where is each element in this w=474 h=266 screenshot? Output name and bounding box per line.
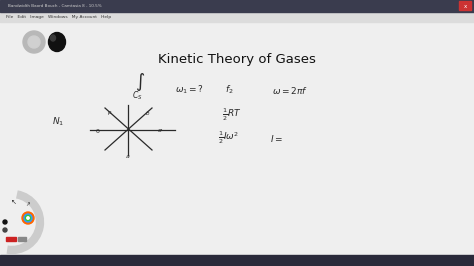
- Text: x: x: [464, 3, 466, 9]
- Bar: [459, 1, 471, 10]
- Circle shape: [26, 215, 30, 221]
- Circle shape: [24, 214, 32, 222]
- Text: $\int$: $\int$: [135, 71, 145, 93]
- Bar: [0, 255, 474, 266]
- Text: $f_2$: $f_2$: [225, 84, 234, 96]
- Bar: [6, 237, 16, 241]
- Text: $p$: $p$: [108, 109, 113, 117]
- Text: $N_1$: $N_1$: [52, 116, 64, 128]
- Text: $C_S$: $C_S$: [132, 90, 142, 102]
- Circle shape: [28, 36, 40, 48]
- Text: $\frac{1}{2}I\omega^2$: $\frac{1}{2}I\omega^2$: [218, 130, 239, 146]
- Text: Kinetic Theory of Gases: Kinetic Theory of Gases: [158, 53, 316, 66]
- Circle shape: [23, 31, 45, 53]
- Text: ↖: ↖: [11, 199, 17, 205]
- Circle shape: [3, 220, 7, 224]
- Text: $\omega = 2\pi f$: $\omega = 2\pi f$: [272, 85, 308, 95]
- Text: $0$: $0$: [95, 127, 101, 135]
- Bar: [0, 12, 474, 22]
- Text: $b$: $b$: [146, 109, 151, 117]
- Circle shape: [3, 228, 7, 232]
- Circle shape: [22, 212, 34, 224]
- Text: $\frac{1}{2}RT$: $\frac{1}{2}RT$: [222, 107, 241, 123]
- Text: $I =$: $I =$: [270, 132, 283, 143]
- Text: $\sigma$: $\sigma$: [157, 127, 163, 135]
- Text: $\omega_1 = ?$: $\omega_1 = ?$: [175, 84, 204, 96]
- Circle shape: [27, 217, 29, 219]
- Bar: [18, 237, 26, 241]
- Ellipse shape: [51, 35, 55, 41]
- Text: Bandwidth Baord Bouch - Camtasia 8 - 10.5%: Bandwidth Baord Bouch - Camtasia 8 - 10.…: [8, 4, 101, 8]
- Text: ↗: ↗: [26, 202, 30, 207]
- Ellipse shape: [48, 32, 65, 52]
- Text: $a$: $a$: [125, 153, 131, 160]
- Text: File   Edit   Image   Windows   My Account   Help: File Edit Image Windows My Account Help: [6, 15, 111, 19]
- Bar: [0, 0, 474, 12]
